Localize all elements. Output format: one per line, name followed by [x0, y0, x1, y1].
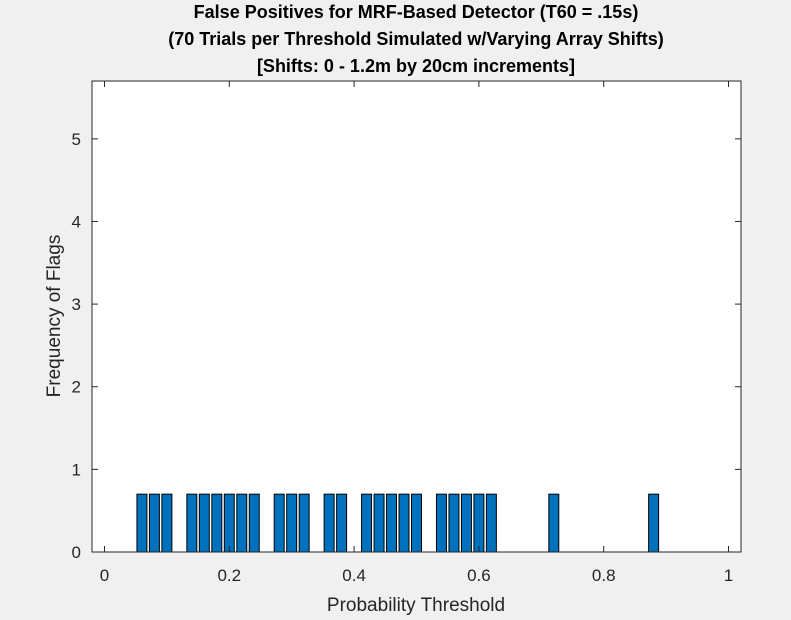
x-tick-label: 0.2 [217, 566, 241, 585]
y-tick-label: 3 [72, 295, 81, 314]
bar [286, 493, 298, 553]
bar [386, 493, 398, 553]
bar [273, 493, 285, 553]
bar [373, 493, 385, 553]
x-tick-label: 0 [100, 566, 109, 585]
bar [186, 493, 198, 553]
chart-title-line-2: (70 Trials per Threshold Simulated w/Var… [168, 29, 663, 49]
x-tick-label: 1 [724, 566, 733, 585]
y-tick-label: 0 [72, 543, 81, 562]
x-axis-ticks: 0 0.2 0.4 0.6 0.8 1 [100, 81, 733, 585]
y-axis-ticks: 0 1 2 3 4 5 [72, 130, 741, 562]
axes-box [91, 80, 742, 553]
bar [298, 493, 310, 553]
bar [398, 493, 410, 553]
y-tick-label: 5 [72, 130, 81, 149]
y-tick-label: 4 [72, 212, 81, 231]
bar [361, 493, 373, 553]
bar [323, 493, 335, 553]
bar [211, 493, 223, 553]
y-axis-label: Frequency of Flags [44, 235, 65, 398]
bar [336, 493, 348, 553]
bar [473, 493, 485, 553]
bar-series [136, 493, 660, 553]
x-tick-label: 0.4 [342, 566, 366, 585]
bar [223, 493, 235, 553]
y-tick-label: 2 [72, 378, 81, 397]
bar [248, 493, 260, 553]
x-tick-label: 0.6 [467, 566, 491, 585]
y-tick-label: 1 [72, 460, 81, 479]
bar [136, 493, 148, 553]
bar [648, 493, 660, 553]
plot-area [92, 81, 741, 552]
x-axis-label: Probability Threshold [327, 595, 505, 616]
bar [485, 493, 497, 553]
bar [198, 493, 210, 553]
chart-title-line-3: [Shifts: 0 - 1.2m by 20cm increments] [257, 56, 575, 76]
bar [161, 493, 173, 553]
bar [411, 493, 422, 553]
bar [435, 493, 447, 553]
bar [448, 493, 460, 553]
bar [236, 493, 248, 553]
chart-title-line-1: False Positives for MRF-Based Detector (… [194, 2, 639, 22]
bar [148, 493, 160, 553]
x-tick-label: 0.8 [592, 566, 616, 585]
chart-title: False Positives for MRF-Based Detector (… [168, 2, 663, 76]
bar [548, 493, 560, 553]
bar [460, 493, 472, 553]
